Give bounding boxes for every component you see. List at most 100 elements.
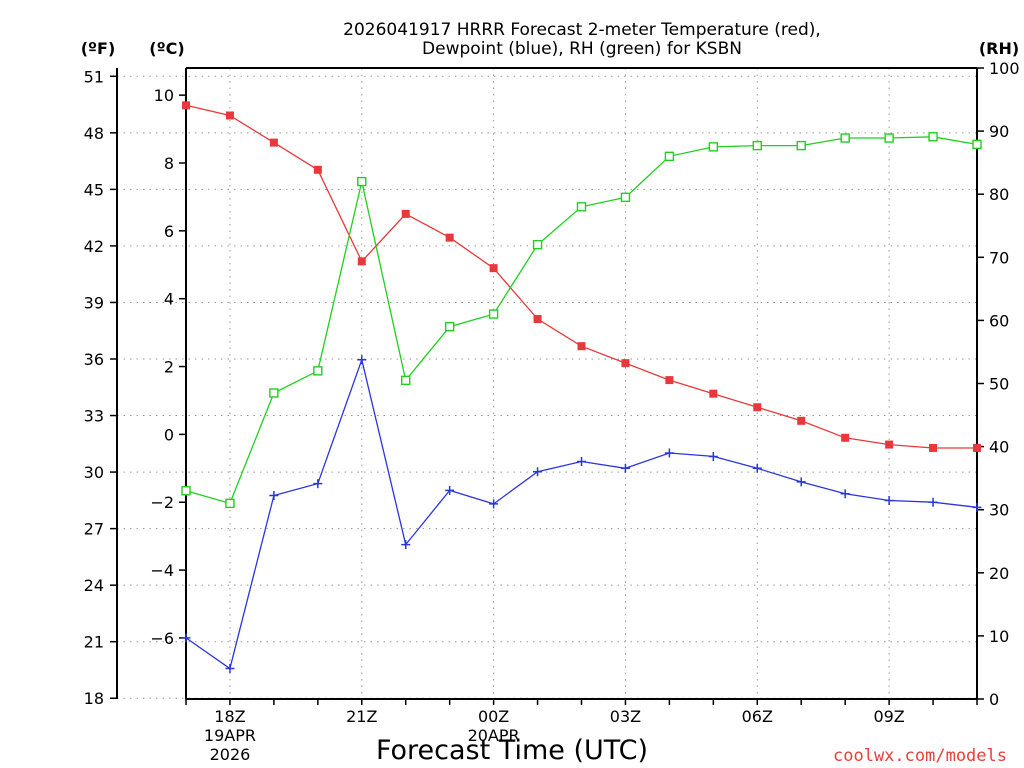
2-meter-temperature-point [489, 264, 498, 273]
celsius-tick-label: 4 [164, 290, 174, 309]
rh-tick-label: 40 [989, 438, 1009, 457]
celsius-tick-label: −4 [150, 561, 174, 580]
celsius-tick-label: 10 [154, 86, 174, 105]
rh-point [840, 133, 850, 143]
celsius-tick-label: 2 [164, 358, 174, 377]
rh-point [532, 239, 543, 250]
rh-point [972, 139, 982, 150]
axes-layer [110, 67, 984, 705]
2-meter-temperature-point [841, 433, 850, 442]
rh-series-line [185, 136, 978, 505]
2-meter-temperature-point [709, 389, 718, 398]
series-layer [181, 101, 982, 673]
2-meter-temperature-point [445, 233, 454, 242]
celsius-tick-label: 6 [164, 222, 174, 241]
chart-title-line-1: 2026041917 HRRR Forecast 2-meter Tempera… [343, 20, 821, 40]
2-meter-temperature-point [973, 443, 981, 452]
rh-point [313, 366, 323, 376]
dewpoint-point [577, 457, 586, 467]
rh-tick-label: 10 [989, 627, 1009, 646]
fahrenheit-tick-label: 18 [84, 689, 104, 708]
fahrenheit-tick-label: 48 [84, 124, 104, 143]
dewpoint-point [533, 467, 543, 477]
rh-tick-label: 20 [989, 564, 1009, 583]
rh-point [225, 498, 235, 509]
dewpoint-point [401, 540, 411, 550]
celsius-tick-label: −2 [150, 493, 174, 512]
rh-tick-label: 90 [989, 122, 1009, 141]
celsius-tick-label: 8 [164, 154, 174, 173]
rh-tick-label: 0 [989, 690, 999, 709]
fahrenheit-tick-label: 39 [84, 293, 104, 312]
fahrenheit-tick-label: 27 [84, 520, 104, 539]
credit-label: coolwx.com/models [833, 746, 1007, 766]
2-meter-temperature-point [797, 416, 806, 425]
2-meter-temperature-point [357, 257, 366, 266]
dewpoint-point [620, 463, 630, 473]
2-meter-temperature-point [401, 209, 410, 218]
rh-point [488, 309, 499, 319]
rh-tick-label: 60 [989, 311, 1009, 330]
rh-tick-label: 50 [989, 375, 1009, 394]
x-tick-label: 00Z [478, 707, 509, 726]
celsius-tick-label: 0 [164, 425, 174, 444]
fahrenheit-tick-label: 21 [84, 633, 104, 652]
x-tick-label: 03Z [610, 707, 641, 726]
fahrenheit-tick-label: 30 [84, 463, 104, 482]
rh-point [752, 140, 762, 151]
rh-tick-label: 100 [989, 59, 1020, 78]
dewpoint-point [972, 502, 982, 512]
2-meter-temperature-point [577, 342, 586, 351]
x-tick-date-label: 19APR [204, 726, 256, 745]
rh-point [928, 132, 938, 142]
dewpoint-point [796, 477, 806, 487]
dewpoint-point [489, 499, 499, 509]
2-meter-temperature-point [885, 440, 894, 449]
rh-tick-label: 30 [989, 501, 1009, 520]
dewpoint-point [225, 663, 235, 673]
rh-point [401, 375, 411, 386]
2-meter-temperature-point [313, 165, 322, 174]
dewpoint-point [181, 633, 191, 643]
rh-point [620, 192, 631, 203]
fahrenheit-tick-label: 36 [84, 350, 104, 369]
x-tick-label: 21Z [346, 707, 377, 726]
x-tick-label: 09Z [873, 707, 904, 726]
dewpoint-point [357, 355, 367, 365]
2-meter-temperature-point [182, 101, 190, 110]
x-tick-label: 06Z [742, 707, 773, 726]
fahrenheit-tick-label: 42 [84, 237, 104, 256]
dewpoint-point [269, 490, 279, 500]
dewpoint-point [840, 489, 850, 499]
fahrenheit-unit-label: (ºF) [81, 39, 116, 58]
2-meter-temperature-point [533, 315, 542, 324]
rh-point [444, 322, 455, 332]
2-meter-temperature-point [621, 359, 630, 368]
dewpoint-point [928, 497, 938, 507]
rh-point [181, 486, 191, 496]
rh-point [269, 388, 279, 398]
dewpoint-point [664, 448, 674, 458]
tick-layer: 5148454239363330272421181086420−2−4−6100… [84, 59, 1020, 764]
rh-point [708, 142, 719, 152]
2-meter-temperature-series-line [185, 104, 977, 449]
dewpoint-point [752, 463, 762, 473]
fahrenheit-tick-label: 51 [84, 67, 104, 86]
rh-tick-label: 80 [989, 185, 1009, 204]
fahrenheit-tick-label: 45 [84, 180, 104, 199]
rh-point [576, 202, 587, 212]
grid-layer [117, 68, 977, 699]
chart-title-line-2: Dewpoint (blue), RH (green) for KSBN [422, 39, 742, 59]
fahrenheit-tick-label: 33 [84, 407, 104, 426]
rh-point [884, 133, 894, 143]
dewpoint-point [884, 496, 894, 506]
rh-unit-label: (RH) [979, 39, 1019, 58]
rh-point [357, 176, 367, 187]
rh-point [664, 151, 675, 162]
x-axis-title: Forecast Time (UTC) [376, 735, 648, 766]
2-meter-temperature-point [929, 443, 938, 452]
dewpoint-point [445, 485, 455, 495]
2-meter-temperature-point [269, 138, 278, 147]
x-tick-label: 18Z [214, 707, 245, 726]
